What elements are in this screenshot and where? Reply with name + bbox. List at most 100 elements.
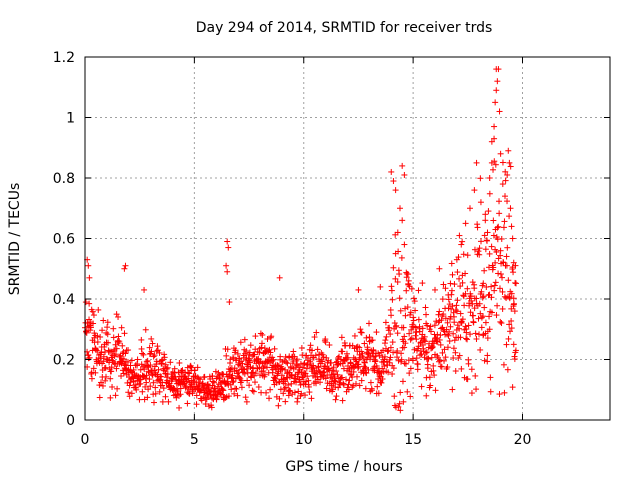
data-point	[445, 332, 452, 339]
data-point	[269, 358, 276, 365]
data-point	[435, 311, 442, 318]
data-point	[295, 388, 302, 395]
data-point	[484, 352, 491, 359]
data-point	[486, 250, 493, 257]
data-point	[468, 297, 475, 304]
data-point	[256, 364, 263, 371]
data-point	[288, 372, 295, 379]
data-point	[143, 372, 150, 379]
data-point	[480, 313, 487, 320]
data-point	[145, 386, 152, 393]
data-point	[486, 175, 493, 181]
data-point	[397, 307, 404, 314]
data-point	[472, 330, 479, 337]
data-point	[441, 346, 448, 353]
data-point	[494, 78, 501, 85]
data-point	[302, 392, 309, 399]
data-point	[414, 361, 421, 368]
data-point	[476, 300, 483, 307]
data-point	[356, 382, 363, 389]
x-tick-label: 15	[404, 432, 422, 448]
data-point	[107, 394, 114, 401]
data-point	[99, 382, 106, 389]
data-point	[487, 388, 494, 395]
data-point	[225, 244, 232, 251]
data-point	[309, 347, 316, 354]
data-point	[361, 359, 368, 366]
data-point	[109, 383, 116, 390]
data-point	[457, 310, 464, 317]
data-point	[111, 346, 118, 353]
data-point	[251, 351, 258, 358]
data-point	[333, 393, 340, 400]
data-point	[306, 389, 313, 396]
data-point	[462, 270, 469, 277]
data-point	[218, 391, 225, 398]
data-point	[332, 378, 339, 385]
data-point	[361, 340, 368, 347]
data-point	[236, 374, 243, 381]
data-point	[387, 354, 394, 361]
data-point	[332, 396, 339, 403]
data-point	[282, 353, 289, 360]
data-point	[177, 391, 184, 398]
data-point	[448, 260, 455, 267]
data-point	[495, 270, 502, 277]
data-point	[335, 384, 342, 391]
data-point	[508, 290, 515, 297]
data-point	[391, 393, 398, 400]
y-tick-label: 0.4	[53, 292, 75, 308]
data-point	[313, 380, 320, 387]
data-point	[508, 223, 515, 230]
data-point	[456, 232, 463, 239]
data-point	[398, 350, 405, 357]
data-point	[477, 238, 484, 245]
grid-lines	[85, 57, 610, 420]
data-point	[124, 358, 131, 365]
data-point	[440, 281, 447, 288]
data-point	[464, 376, 471, 383]
data-point	[476, 251, 483, 258]
data-point	[425, 355, 432, 362]
data-point	[493, 312, 500, 319]
data-point	[457, 334, 464, 341]
data-point	[345, 362, 352, 369]
chart-title: Day 294 of 2014, SRMTID for receiver trd…	[196, 20, 493, 36]
data-point	[496, 391, 503, 398]
data-point	[491, 287, 498, 294]
data-point	[404, 304, 411, 311]
data-point	[247, 342, 254, 349]
data-point	[285, 392, 292, 399]
data-point	[268, 333, 275, 340]
data-point	[305, 383, 312, 390]
data-point	[450, 313, 457, 320]
data-point	[442, 315, 449, 322]
data-point	[140, 351, 147, 358]
data-point	[338, 334, 345, 341]
data-point	[276, 274, 283, 281]
data-point	[136, 396, 143, 403]
data-point	[387, 331, 394, 338]
data-point	[94, 333, 101, 340]
data-point	[418, 383, 425, 390]
data-point	[432, 286, 438, 293]
x-tick-label: 20	[514, 432, 532, 448]
data-point	[164, 364, 171, 371]
data-point	[500, 224, 507, 231]
data-point	[88, 370, 95, 377]
data-point	[392, 250, 399, 257]
data-point	[219, 386, 226, 393]
data-point	[340, 380, 347, 387]
data-point	[92, 347, 99, 354]
data-point	[400, 398, 407, 405]
data-point	[122, 362, 129, 369]
data-point	[458, 365, 465, 372]
data-point	[410, 295, 417, 302]
data-point	[423, 392, 430, 399]
data-point	[238, 384, 245, 391]
data-point	[441, 357, 448, 364]
data-point	[486, 190, 493, 197]
data-point	[255, 383, 262, 390]
data-point	[176, 404, 183, 411]
data-point	[498, 235, 505, 242]
